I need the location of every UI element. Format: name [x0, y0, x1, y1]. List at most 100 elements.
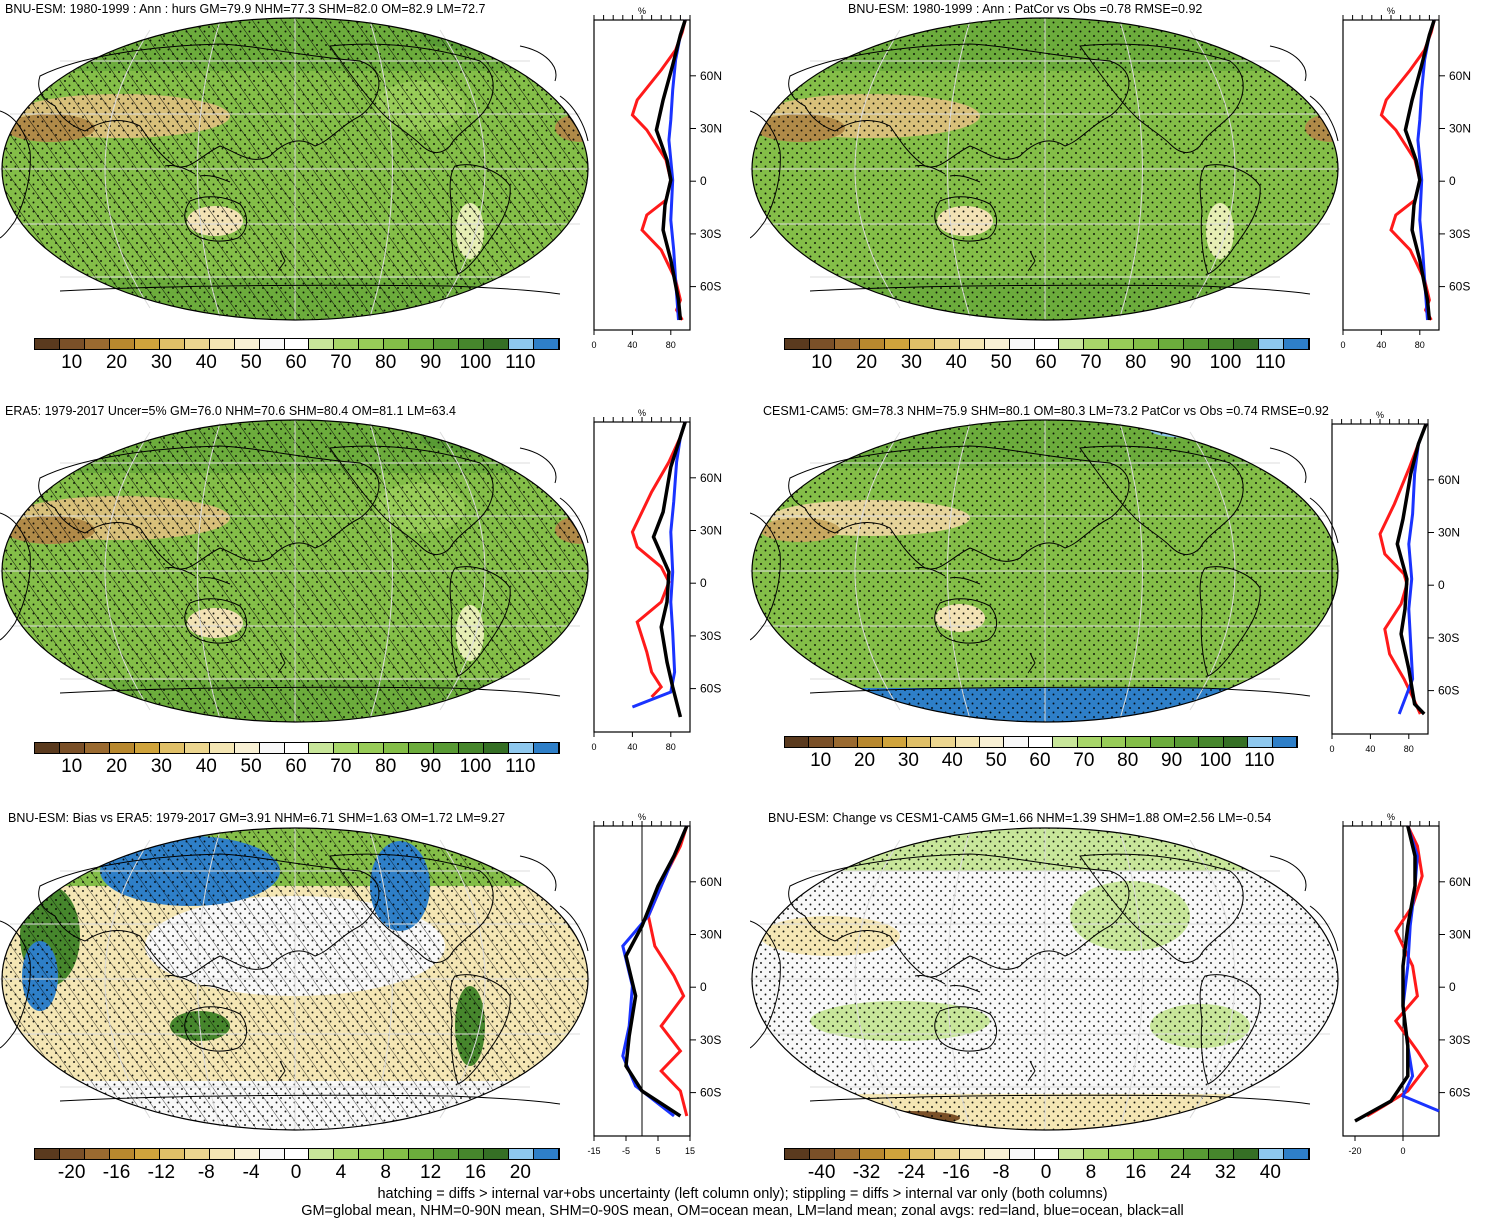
- colorbar-label: -8: [197, 1162, 215, 1183]
- zonal-line-land: [630, 19, 687, 321]
- colorbar-swatch: [1059, 339, 1085, 349]
- colorbar-swatch: [434, 743, 460, 753]
- zonal-x-tick: 80: [666, 742, 676, 752]
- colorbar-swatch: [434, 339, 460, 349]
- zonal-line-all: [654, 19, 687, 321]
- zonal-lat-label: 30S: [700, 227, 721, 241]
- colorbar-swatch: [1034, 339, 1060, 349]
- panel-title-1: BNU-ESM: 1980-1999 : Ann : hurs GM=79.9 …: [5, 2, 486, 16]
- colorbar-swatch: [35, 743, 60, 753]
- colorbar-label: 10: [61, 756, 83, 777]
- zonal-profile-3: % 0 40 80 0 60N 30N 30S 60S: [591, 408, 722, 752]
- colorbar-3: [34, 742, 560, 754]
- colorbar-swatch: [459, 743, 485, 753]
- colorbar-swatch: [509, 743, 535, 753]
- colorbar-swatch: [809, 339, 835, 349]
- colorbar-swatch: [1077, 737, 1102, 747]
- colorbar-swatch: [984, 1149, 1010, 1159]
- colorbar-label: 20: [105, 756, 128, 777]
- zonal-line-ocean: [1397, 423, 1428, 715]
- colorbar-5: [34, 1148, 560, 1160]
- zonal-lat-label: 30N: [1438, 526, 1460, 540]
- zonal-lat-label: 60S: [700, 1086, 721, 1100]
- colorbar-swatch: [1209, 339, 1235, 349]
- colorbar-swatch: [1009, 1149, 1035, 1159]
- zonal-x-tick: -5: [622, 1146, 630, 1156]
- colorbar-swatch: [484, 339, 510, 349]
- zonal-lat-label: 60N: [700, 69, 722, 83]
- zonal-lat-label: 30S: [1449, 227, 1470, 241]
- zonal-mean-panel-6: % -20 0 0 60N 30N 30S 60S: [1342, 812, 1473, 1164]
- colorbar-label: 90: [1161, 750, 1183, 771]
- colorbar-swatch: [1084, 1149, 1110, 1159]
- zonal-line-all: [1395, 423, 1428, 716]
- zonal-lat-label: 30N: [700, 122, 722, 136]
- colorbar-swatch: [1059, 1149, 1085, 1159]
- colorbar-swatch: [1272, 737, 1297, 747]
- zonal-lat-label: 0: [700, 980, 707, 994]
- colorbar-swatch: [359, 1149, 385, 1159]
- colorbar-swatch: [334, 1149, 360, 1159]
- colorbar-swatch: [534, 743, 560, 753]
- colorbar-swatch: [1209, 1149, 1235, 1159]
- colorbar-label: 70: [330, 756, 352, 777]
- zonal-lat-label: 60N: [700, 875, 722, 889]
- colorbar-label: 30: [150, 352, 172, 373]
- colorbar-4: [784, 736, 1298, 748]
- colorbar-label: 20: [855, 352, 878, 373]
- zonal-x-tick: 40: [627, 742, 637, 752]
- zonal-lat-label: 60N: [1449, 875, 1471, 889]
- colorbar-swatch: [234, 339, 260, 349]
- colorbar-swatch: [884, 339, 910, 349]
- colorbar-label: 110: [1255, 352, 1286, 373]
- colorbar-label: 10: [810, 750, 832, 771]
- colorbar-swatch: [834, 1149, 860, 1159]
- zonal-line-ocean: [631, 421, 687, 709]
- colorbar-label: 30: [900, 352, 922, 373]
- zonal-x-tick: 80: [1415, 340, 1425, 350]
- zonal-axes: % -20 0 0 60N 30N 30S 60S: [1342, 812, 1471, 1156]
- colorbar-swatch: [959, 1149, 985, 1159]
- colorbar-swatch: [159, 1149, 185, 1159]
- zonal-axes: % -15 -5 5 15 0 60N 30N 30S 60S: [587, 812, 722, 1156]
- footer-note-hatching: hatching = diffs > internal var+obs unce…: [377, 1186, 1108, 1202]
- zonal-line-all: [1403, 19, 1436, 321]
- colorbar-swatch: [359, 743, 385, 753]
- colorbar-swatch: [134, 339, 160, 349]
- colorbar-swatch: [284, 1149, 310, 1159]
- colorbar-label: 60: [285, 352, 307, 373]
- colorbar-labels-4: 10 20 30 40 50 60 70 80 90 100 110: [784, 750, 1296, 774]
- colorbar-swatch: [1084, 339, 1110, 349]
- zonal-axes: % 0 40 80 0 60N 30N 30S 60S: [1340, 6, 1471, 350]
- map-panel-4: [750, 418, 1340, 724]
- colorbar-label: -24: [897, 1162, 926, 1183]
- zonal-lat-label: 0: [700, 576, 707, 590]
- colorbar-swatch: [859, 1149, 885, 1159]
- zonal-x-tick: 40: [627, 340, 637, 350]
- colorbar-label: 40: [195, 352, 217, 373]
- colorbar-swatch: [309, 339, 335, 349]
- colorbar-swatch: [84, 743, 110, 753]
- colorbar-swatch: [785, 339, 810, 349]
- colorbar-swatch: [1234, 339, 1260, 349]
- zonal-lat-label: 0: [1438, 578, 1445, 592]
- colorbar-swatch: [858, 737, 883, 747]
- colorbar-swatch: [859, 339, 885, 349]
- zonal-x-tick: 0: [1329, 744, 1334, 754]
- colorbar-swatch: [909, 339, 935, 349]
- colorbar-swatch: [334, 339, 360, 349]
- colorbar-swatch: [59, 743, 85, 753]
- colorbar-label: -16: [942, 1162, 970, 1183]
- colorbar-swatch: [509, 339, 535, 349]
- colorbar-label: 50: [240, 756, 262, 777]
- colorbar-swatch: [834, 339, 860, 349]
- colorbar-swatch: [409, 339, 435, 349]
- colorbar-label: 50: [240, 352, 262, 373]
- colorbar-label: -4: [242, 1162, 260, 1183]
- zonal-x-tick: -15: [587, 1146, 600, 1156]
- colorbar-swatch: [931, 737, 956, 747]
- colorbar-label: -8: [992, 1162, 1010, 1183]
- colorbar-label: 4: [335, 1162, 347, 1183]
- colorbar-swatch: [959, 339, 985, 349]
- colorbar-labels-2: 10 20 30 40 50 60 70 80 90 100 110: [784, 352, 1308, 376]
